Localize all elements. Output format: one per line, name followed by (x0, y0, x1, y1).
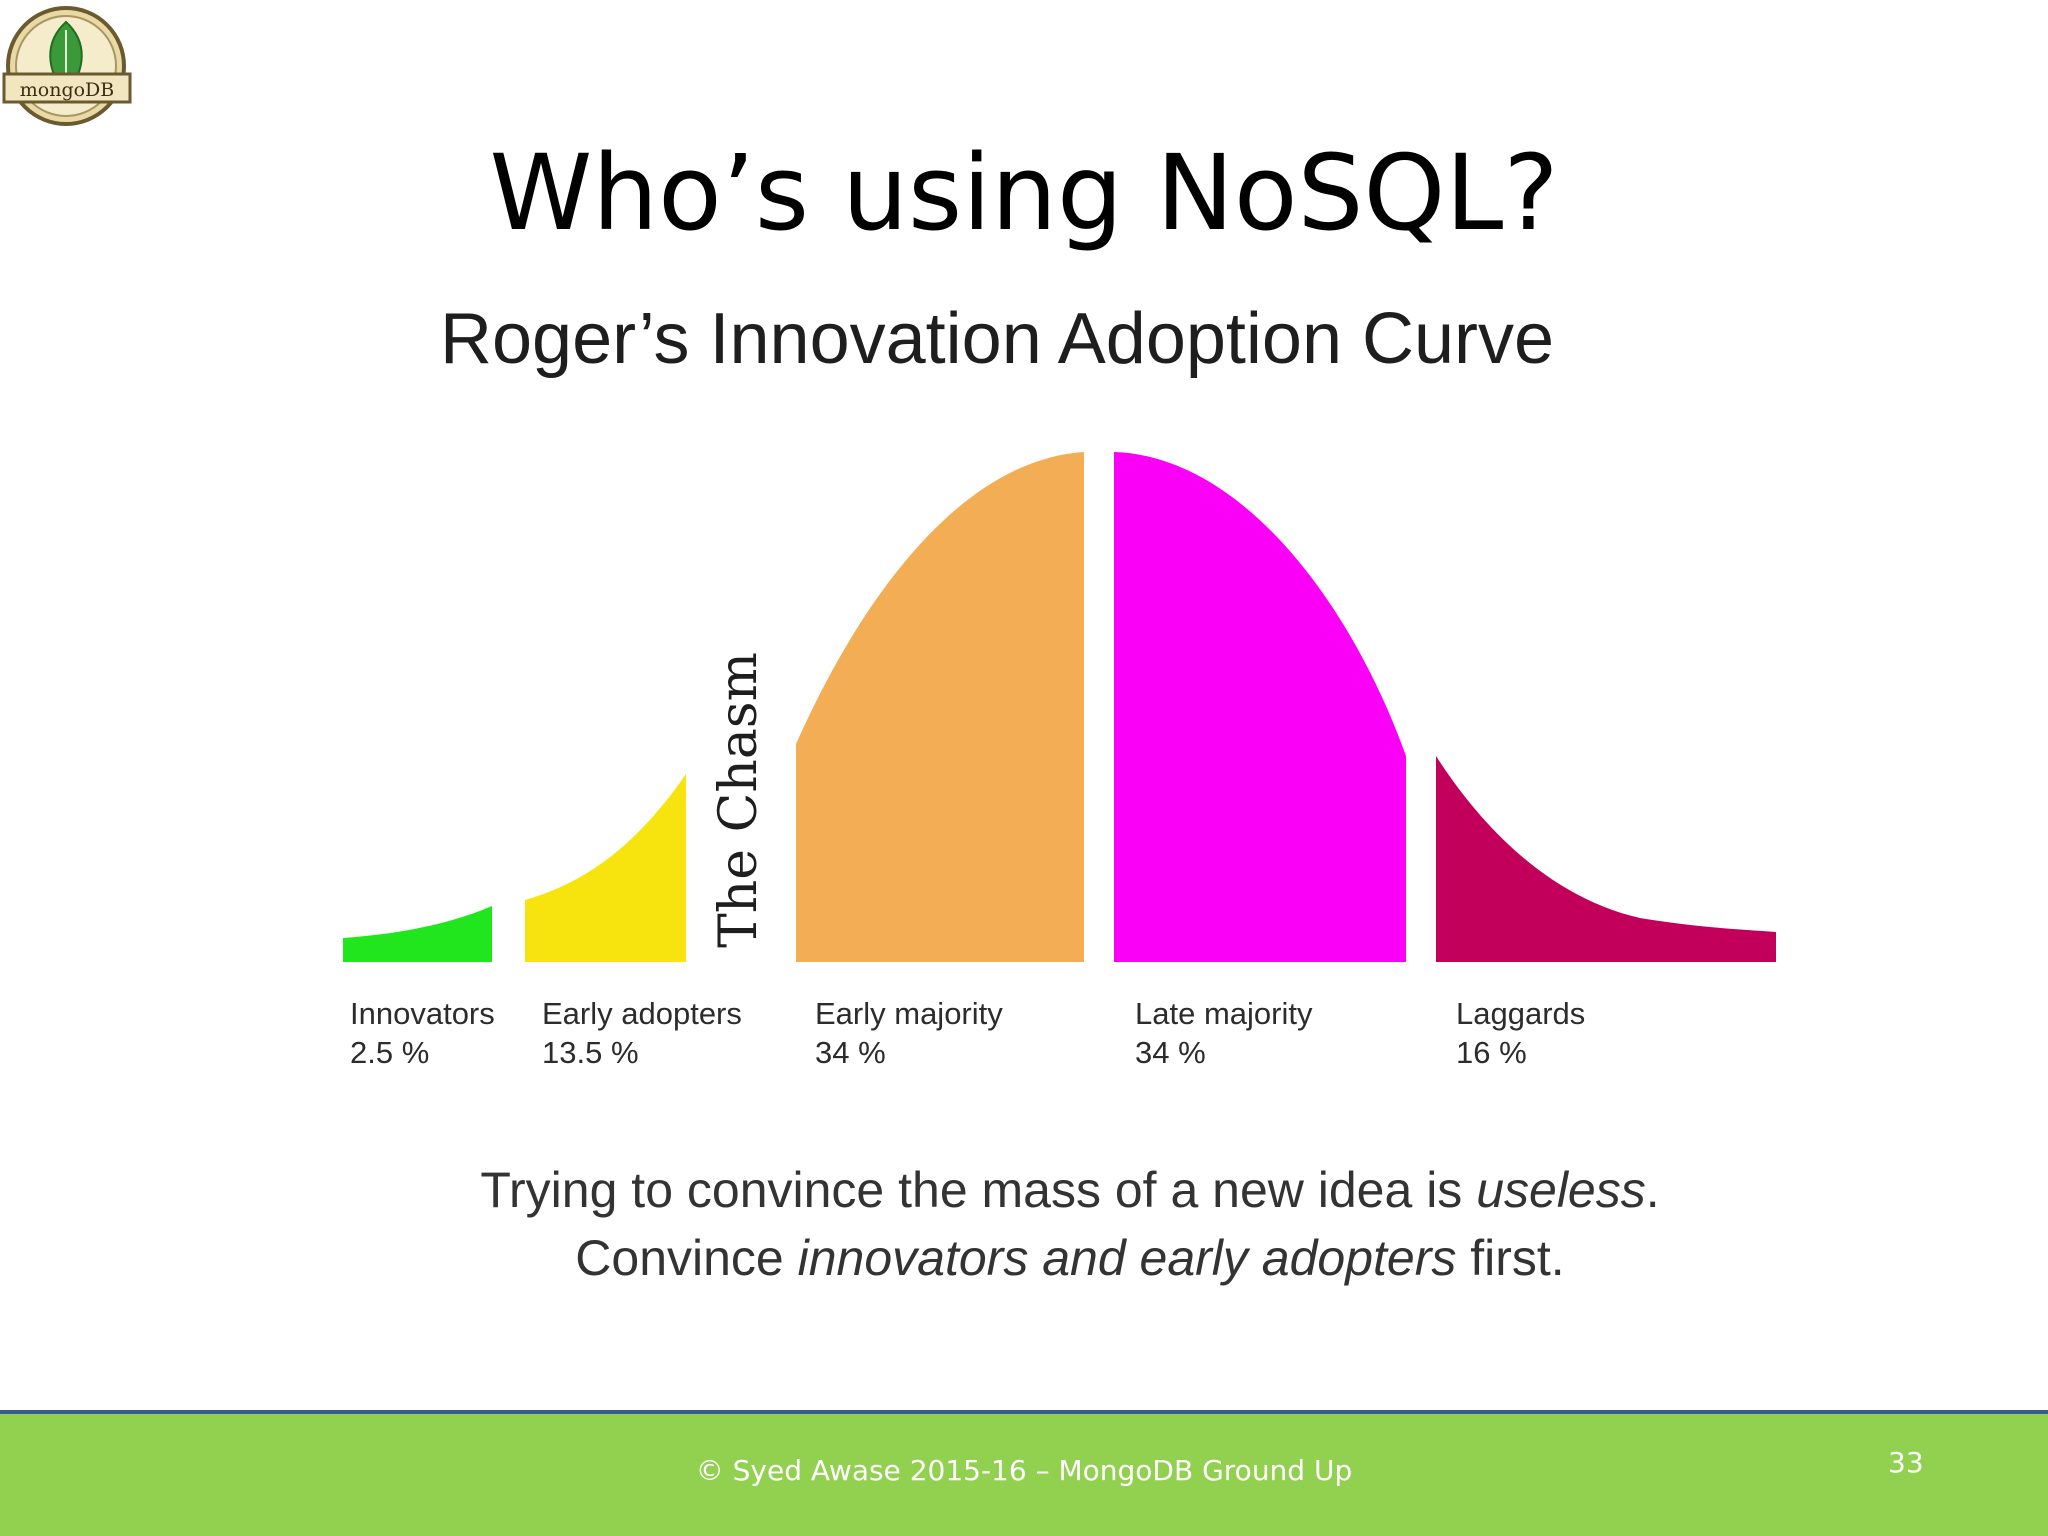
segment-label-late-majority: Late majority 34 % (1135, 994, 1312, 1072)
logo-text: mongoDB (20, 79, 115, 101)
segment-name: Early majority (815, 996, 1003, 1031)
segment-late-majority (1114, 452, 1406, 962)
slide-title: Who’s using NoSQL? (489, 132, 1559, 254)
segment-label-early-majority: Early majority 34 % (815, 994, 1003, 1072)
segment-name: Early adopters (542, 996, 742, 1031)
footer-text: © Syed Awase 2015-16 – MongoDB Ground Up (695, 1454, 1353, 1487)
segment-name: Innovators (350, 996, 495, 1031)
chart-title: Roger’s Innovation Adoption Curve (440, 299, 1555, 379)
segment-name: Laggards (1456, 996, 1586, 1031)
segment-label-laggards: Laggards 16 % (1456, 994, 1585, 1072)
segment-percent: 2.5 % (350, 1035, 430, 1070)
segment-percent: 16 % (1456, 1035, 1527, 1070)
segment-early-adopters (525, 774, 686, 962)
segment-early-majority (796, 452, 1084, 962)
page-number: 33 (1888, 1446, 1924, 1479)
segment-label-innovators: Innovators 2.5 % (350, 994, 495, 1072)
caption-line-2: Convince innovators and early adopters f… (575, 1230, 1565, 1286)
segment-percent: 34 % (1135, 1035, 1206, 1070)
segment-label-early-adopters: Early adopters 13.5 % (542, 994, 742, 1072)
segment-percent: 34 % (815, 1035, 886, 1070)
chasm-label: The Chasm (709, 652, 769, 948)
segment-laggards (1436, 756, 1776, 962)
caption-line-1: Trying to convince the mass of a new ide… (480, 1162, 1660, 1218)
segment-percent: 13.5 % (542, 1035, 639, 1070)
segment-name: Late majority (1135, 996, 1313, 1031)
slide-footer: © Syed Awase 2015-16 – MongoDB Ground Up… (0, 1410, 2048, 1536)
segment-innovators (343, 906, 492, 962)
mongodb-logo: mongoDB (2, 6, 132, 126)
chart-caption: Trying to convince the mass of a new ide… (0, 1156, 2048, 1292)
